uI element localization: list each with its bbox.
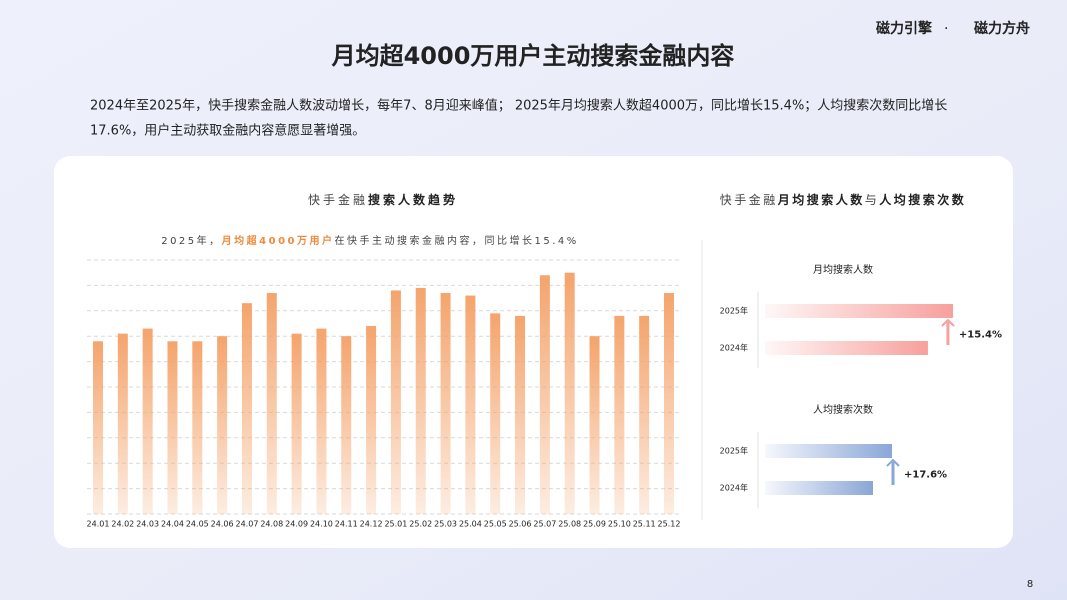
chart-title: 快手金融搜索人数趋势	[308, 192, 458, 207]
chart-title: 人均搜索次数	[813, 403, 873, 416]
logo-separator: ·	[944, 21, 948, 37]
bar	[490, 313, 501, 514]
bar	[765, 341, 928, 355]
bar	[142, 328, 153, 514]
arrow-head	[941, 318, 955, 327]
y-tick-label: 2024年	[720, 343, 748, 353]
logo-text: 磁力引擎	[876, 20, 932, 37]
title-part: 搜索人数趋势	[368, 192, 458, 207]
chart-title: 月均搜索人数	[813, 263, 873, 276]
bar	[440, 293, 451, 514]
bar	[664, 293, 674, 514]
x-tick-label: 25.08	[558, 520, 581, 529]
bar	[765, 444, 893, 458]
bar	[266, 293, 277, 514]
y-tick-label: 2025年	[720, 446, 748, 456]
x-tick-label: 24.10	[310, 520, 333, 529]
bar	[589, 336, 600, 514]
x-tick-label: 25.11	[633, 520, 656, 529]
chart-subtitle: 2025年，月均超4000万用户在快手主动搜索金融内容，同比增长15.4%	[161, 234, 579, 247]
x-tick-label: 25.02	[409, 520, 432, 529]
x-tick-label: 24.08	[260, 520, 283, 529]
title-part: 快手金融	[308, 192, 368, 207]
x-tick-label: 24.01	[87, 520, 110, 529]
bar	[765, 481, 873, 495]
annotation: +17.6%	[904, 470, 947, 481]
y-tick-label: 2024年	[720, 483, 748, 493]
right-title: 快手金融月均搜索人数与人均搜索次数	[720, 192, 967, 207]
intro-line: 17.6%，用户主动获取金融内容意愿显著增强。	[90, 123, 365, 139]
page-title: 月均超4000万用户主动搜索金融内容	[331, 42, 735, 70]
title-part: 快手金融	[720, 192, 778, 207]
title-part: 人均搜索次数	[879, 192, 966, 207]
logo-text: 磁力方舟	[974, 20, 1030, 37]
title-part: 与	[865, 193, 880, 207]
bar	[217, 336, 228, 514]
bar	[539, 275, 550, 514]
bar	[415, 287, 426, 514]
bar	[117, 333, 128, 514]
bar	[241, 303, 252, 514]
x-tick-label: 25.03	[434, 520, 457, 529]
y-tick-label: 2025年	[720, 306, 748, 316]
title-part: 月均搜索人数	[777, 192, 865, 207]
x-tick-label: 24.06	[211, 520, 234, 529]
bar	[390, 290, 401, 514]
x-tick-label: 25.10	[608, 520, 631, 529]
bar	[366, 326, 377, 514]
bar	[316, 328, 327, 514]
x-tick-label: 25.07	[533, 520, 556, 529]
bar	[167, 341, 178, 514]
bar	[192, 341, 203, 514]
bar	[93, 341, 103, 514]
subtitle-part: 2025年，	[161, 234, 221, 247]
subtitle-part: 在快手主动搜索金融内容，同比增长15.4%	[335, 234, 579, 247]
bar	[515, 315, 526, 514]
x-tick-label: 25.09	[583, 520, 606, 529]
x-tick-label: 25.04	[459, 520, 482, 529]
bar	[465, 295, 476, 514]
x-tick-label: 24.09	[285, 520, 308, 529]
x-tick-label: 25.12	[658, 520, 681, 529]
x-tick-label: 24.07	[236, 520, 259, 529]
logo: 磁力引擎 · 磁力方舟	[876, 20, 1030, 37]
x-tick-label: 25.05	[484, 520, 507, 529]
x-tick-label: 24.05	[186, 520, 209, 529]
page-number: 8	[1027, 579, 1033, 590]
x-tick-label: 25.06	[509, 520, 532, 529]
bar	[614, 315, 625, 514]
x-tick-label: 24.12	[360, 520, 383, 529]
bar	[765, 304, 954, 318]
x-tick-label: 25.01	[384, 520, 407, 529]
bar	[341, 336, 352, 514]
x-tick-label: 24.04	[161, 520, 184, 529]
bar	[291, 333, 302, 514]
x-tick-label: 24.11	[335, 520, 358, 529]
bar	[639, 315, 650, 514]
subtitle-part: 月均超4000万用户	[221, 234, 335, 247]
x-tick-label: 24.03	[136, 520, 159, 529]
annotation: +15.4%	[959, 330, 1002, 341]
x-tick-label: 24.02	[111, 520, 134, 529]
intro-line: 2024年至2025年，快手搜索金融人数波动增长，每年7、8月迎来峰值； 202…	[90, 98, 947, 114]
arrow-head	[886, 458, 900, 467]
bar	[564, 272, 575, 514]
